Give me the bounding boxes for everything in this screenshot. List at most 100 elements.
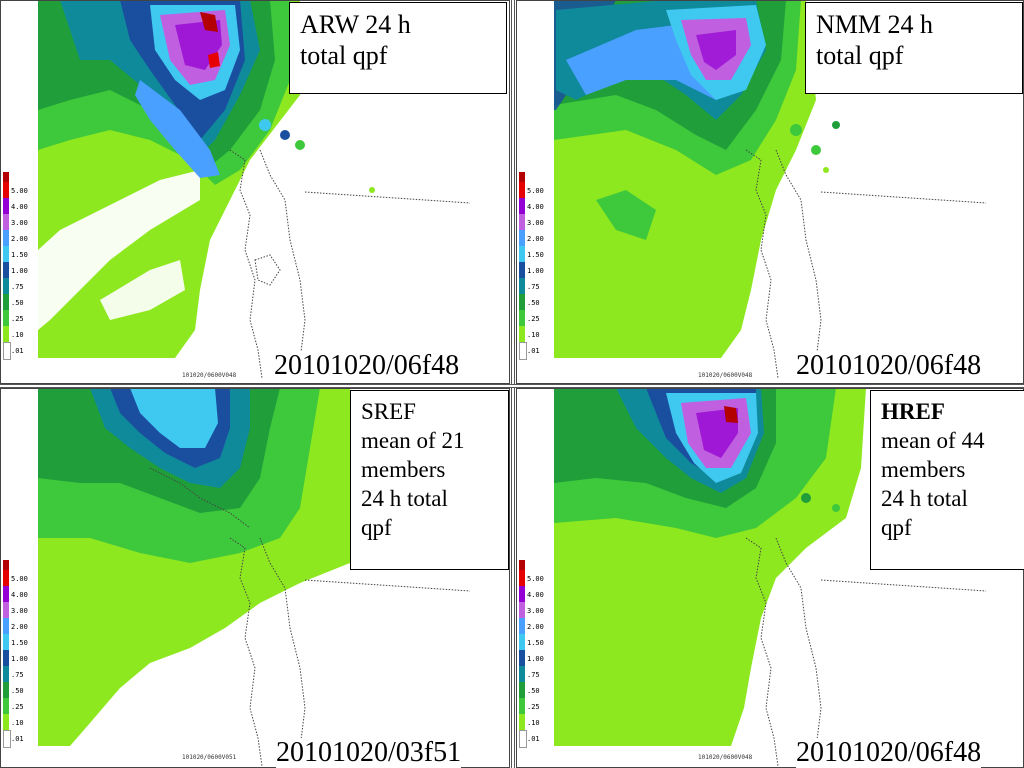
legend-row xyxy=(519,172,553,182)
legend-label: 3.00 xyxy=(11,219,28,227)
legend-row: 2.00 xyxy=(519,618,553,634)
title-line: NMM 24 h xyxy=(816,10,934,39)
href-title: HREF xyxy=(881,399,945,424)
legend-label: 2.00 xyxy=(11,623,28,631)
legend-row: .25 xyxy=(3,310,37,326)
legend-swatch xyxy=(519,730,527,748)
legend-swatch xyxy=(3,586,9,602)
legend-row: .01 xyxy=(519,730,553,748)
legend-label: 1.00 xyxy=(527,655,544,663)
legend-swatch xyxy=(3,310,9,326)
legend-swatch xyxy=(519,294,525,310)
panel-title-box: ARW 24 h total qpf xyxy=(289,2,507,94)
legend-swatch xyxy=(3,326,9,342)
legend-swatch xyxy=(519,714,525,730)
legend-swatch xyxy=(3,246,9,262)
legend-label: 5.00 xyxy=(11,187,28,195)
legend-label: .25 xyxy=(527,315,540,323)
legend-row: 5.00 xyxy=(3,570,37,586)
legend: 5.00 4.00 3.00 2.00 1.50 1.00 .75 .50 .25 .10 .01 xyxy=(3,560,37,748)
legend-swatch xyxy=(3,172,9,182)
legend-label: 3.00 xyxy=(527,219,544,227)
legend-label: 3.00 xyxy=(527,607,544,615)
legend-label: .50 xyxy=(11,687,24,695)
panel-divider-horizontal xyxy=(0,384,1024,388)
legend-label: .75 xyxy=(527,283,540,291)
legend-row: 2.00 xyxy=(3,618,37,634)
legend-row: .01 xyxy=(3,730,37,748)
legend-label: .10 xyxy=(527,719,540,727)
legend-row: 3.00 xyxy=(519,602,553,618)
legend-label: .10 xyxy=(11,719,24,727)
panel-title-box: NMM 24 h total qpf xyxy=(805,2,1023,94)
legend-swatch xyxy=(3,278,9,294)
legend-row: 4.00 xyxy=(3,586,37,602)
model-run-stamp: 101020/0600V048 xyxy=(698,754,753,761)
legend-swatch xyxy=(519,230,525,246)
legend-label: 2.00 xyxy=(527,235,544,243)
legend-row: 1.00 xyxy=(519,650,553,666)
legend-swatch xyxy=(519,198,525,214)
legend-row: 4.00 xyxy=(519,586,553,602)
legend-swatch xyxy=(519,634,525,650)
legend-swatch xyxy=(519,246,525,262)
valid-date: 20101020/03f51 xyxy=(276,737,462,768)
legend-label: .01 xyxy=(11,347,24,355)
title-line: mean of 21 xyxy=(361,428,465,453)
legend-row: 4.00 xyxy=(3,198,37,214)
legend-swatch xyxy=(3,634,9,650)
panel-arw: 5.00 4.00 3.00 2.00 1.50 1.00.75.50.25.10.01 … xyxy=(0,0,510,384)
legend: 5.00 4.00 3.00 2.00 1.50 1.00 .75 .50 .25 .10 .01 xyxy=(519,560,553,748)
valid-date: 20101020/06f48 xyxy=(796,350,982,381)
legend-row: .75 xyxy=(519,278,553,294)
legend-swatch xyxy=(519,586,525,602)
legend-swatch xyxy=(3,342,11,360)
legend-swatch xyxy=(519,602,525,618)
legend-row: 1.00 xyxy=(3,650,37,666)
legend-swatch xyxy=(519,214,525,230)
legend-row: .01 xyxy=(3,342,37,360)
legend-swatch xyxy=(3,262,9,278)
legend-row: .10 xyxy=(519,714,553,730)
legend-swatch xyxy=(519,650,525,666)
legend-row: 5.00 xyxy=(519,570,553,586)
legend-row: .50 xyxy=(3,682,37,698)
panel-title-box: HREF mean of 44 members 24 h total qpf xyxy=(870,390,1024,570)
model-run-stamp: 101020/0600V051 xyxy=(182,754,237,761)
legend-row: 2.00 xyxy=(519,230,553,246)
legend-swatch xyxy=(519,560,525,570)
title-line: members xyxy=(881,457,966,482)
legend-label: .25 xyxy=(11,703,24,711)
legend-label: .01 xyxy=(527,735,540,743)
legend-row: 3.00 xyxy=(519,214,553,230)
legend-row: .50 xyxy=(519,682,553,698)
legend-label: 1.00 xyxy=(11,267,28,275)
legend-swatch xyxy=(3,602,9,618)
legend-row: 3.00 xyxy=(3,214,37,230)
legend-row: .50 xyxy=(519,294,553,310)
title-line: qpf xyxy=(881,515,912,540)
legend-label: 4.00 xyxy=(11,591,28,599)
legend-label: .01 xyxy=(11,735,24,743)
title-line: ARW 24 h xyxy=(300,10,411,39)
legend-row: 1.50 xyxy=(3,634,37,650)
model-run-stamp: 101020/0600V048 xyxy=(698,372,753,379)
legend-swatch xyxy=(3,698,9,714)
legend: 5.00 4.00 3.00 2.00 1.50 1.00 .75 .50 .25 .10 .01 xyxy=(3,172,37,360)
title-line: SREF xyxy=(361,399,416,424)
legend-label: 3.00 xyxy=(11,607,28,615)
legend-row xyxy=(3,560,37,570)
legend-swatch xyxy=(519,666,525,682)
model-run-stamp: 101020/0600V048 xyxy=(182,372,237,379)
legend-swatch xyxy=(3,666,9,682)
legend-row: .75 xyxy=(519,666,553,682)
valid-date: 20101020/06f48 xyxy=(796,737,982,768)
legend-row: .75 xyxy=(3,278,37,294)
legend-label: 1.50 xyxy=(11,251,28,259)
legend-swatch xyxy=(3,682,9,698)
legend-label: .10 xyxy=(11,331,24,339)
legend-label: 1.00 xyxy=(527,267,544,275)
legend-swatch xyxy=(519,172,525,182)
legend-swatch xyxy=(519,278,525,294)
legend-label: 1.50 xyxy=(527,251,544,259)
